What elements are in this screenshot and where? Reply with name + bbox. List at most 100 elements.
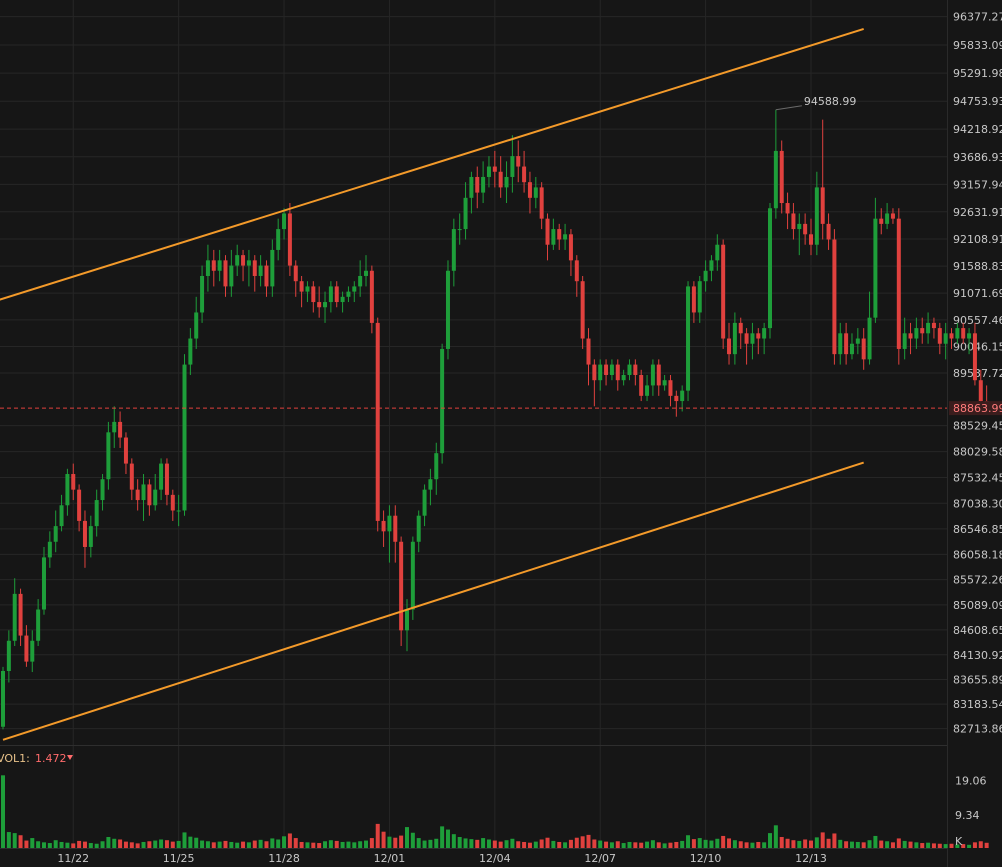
volume-bar	[328, 840, 333, 848]
candle-body	[744, 333, 749, 344]
candle-body	[153, 489, 158, 506]
volume-bar	[609, 842, 614, 848]
volume-dropdown-caret-icon[interactable]	[67, 755, 73, 760]
candle-body	[211, 260, 216, 271]
volume-bar	[797, 840, 802, 848]
candle-body	[393, 515, 398, 542]
candle-body	[12, 593, 17, 641]
candle-body	[205, 260, 210, 276]
candle-body	[369, 270, 374, 323]
volume-bar	[305, 842, 310, 848]
candle-body	[217, 260, 222, 271]
price-tick-label: 83183.54	[953, 698, 1002, 711]
volume-bar	[527, 842, 532, 848]
price-tick-label: 88029.58	[953, 446, 1002, 459]
volume-tick-label: 9.34	[955, 809, 980, 822]
volume-bar	[235, 842, 240, 848]
volume-bar	[504, 840, 509, 848]
candle-body	[30, 640, 35, 662]
volume-bar	[896, 838, 901, 848]
candle-body	[159, 463, 164, 490]
volume-bar	[211, 842, 216, 848]
price-tick-label: 91588.83	[953, 260, 1002, 273]
volume-bar	[30, 838, 35, 848]
price-tick-label: 86058.18	[953, 548, 1002, 561]
candle-body	[293, 265, 298, 282]
candle-body	[557, 229, 562, 240]
candle-body	[258, 265, 263, 276]
volume-axis: 19.06 9.34 K	[955, 774, 987, 848]
volume-bar	[6, 832, 11, 848]
current-price-value: 88863.99	[953, 402, 1002, 415]
candle-body	[270, 249, 275, 287]
candle-body	[481, 176, 486, 193]
candle-body	[715, 244, 720, 261]
price-tick-label: 93686.93	[953, 151, 1002, 164]
high-annotation-leader	[775, 105, 802, 111]
candle-body	[627, 364, 632, 375]
volume-bar	[814, 837, 819, 848]
volume-bar	[832, 833, 837, 848]
volume-bar	[627, 841, 632, 848]
candle-body	[738, 322, 743, 334]
candle-body	[967, 333, 972, 339]
volume-bar	[387, 836, 392, 848]
candle-body	[645, 385, 650, 396]
candle-body	[639, 375, 644, 396]
time-tick-label: 12/07	[584, 852, 616, 865]
trendlines[interactable]	[0, 28, 864, 741]
candle-body	[1, 671, 5, 727]
candle-body	[873, 218, 878, 318]
volume-bar	[188, 836, 193, 848]
volume-bar	[393, 837, 398, 848]
price-tick-label: 94753.93	[953, 95, 1002, 108]
volume-bar	[416, 838, 421, 848]
candle-body	[47, 541, 52, 558]
candle-body	[445, 270, 450, 349]
price-axis[interactable]: 96377.27 95833.09 95291.98 94753.93 94218.92…	[953, 11, 1002, 736]
volume-bar	[931, 843, 936, 848]
volume-bar	[890, 842, 895, 848]
trendline-upper[interactable]	[0, 28, 864, 304]
volume-bar	[703, 839, 708, 848]
time-axis[interactable]: 11/22 11/25 11/28 12/01 12/04 12/07 12/10 12/13	[57, 852, 826, 865]
candle-body	[926, 322, 931, 334]
volume-bar	[803, 839, 808, 848]
price-tick-label: 83655.89	[953, 674, 1002, 687]
candle-body	[71, 474, 76, 490]
candle-body	[522, 166, 527, 183]
price-tick-label: 92631.91	[953, 206, 1002, 219]
price-tick-label: 95833.09	[953, 39, 1002, 52]
time-tick-label: 12/13	[795, 852, 827, 865]
volume-bar	[492, 840, 497, 848]
candle-body	[844, 333, 849, 355]
volume-bar	[112, 838, 117, 848]
candle-body	[399, 541, 404, 631]
volume-bar	[358, 841, 363, 848]
candle-body	[686, 286, 691, 391]
price-tick-label: 87532.45	[953, 472, 1002, 485]
volume-bar	[41, 842, 46, 848]
volume-bar	[574, 837, 579, 848]
candle-body	[440, 348, 445, 454]
volume-bar	[686, 835, 691, 848]
candle-body	[885, 213, 890, 224]
candle-body	[118, 421, 123, 438]
candle-body	[902, 333, 907, 349]
trendline-lower[interactable]	[2, 461, 864, 741]
volume-bar	[855, 841, 860, 848]
volume-bar	[323, 841, 328, 848]
volume-bar	[674, 841, 679, 848]
candle-body	[762, 328, 767, 339]
candle-body	[200, 275, 205, 313]
volume-indicator-label[interactable]: VOL1:	[0, 752, 30, 765]
candle-body	[709, 260, 714, 271]
candle-body	[94, 500, 99, 527]
volume-bar	[779, 837, 784, 848]
volume-bar	[750, 842, 755, 848]
volume-bar	[709, 840, 714, 848]
volume-bar	[533, 841, 538, 848]
volume-bar	[205, 841, 210, 848]
